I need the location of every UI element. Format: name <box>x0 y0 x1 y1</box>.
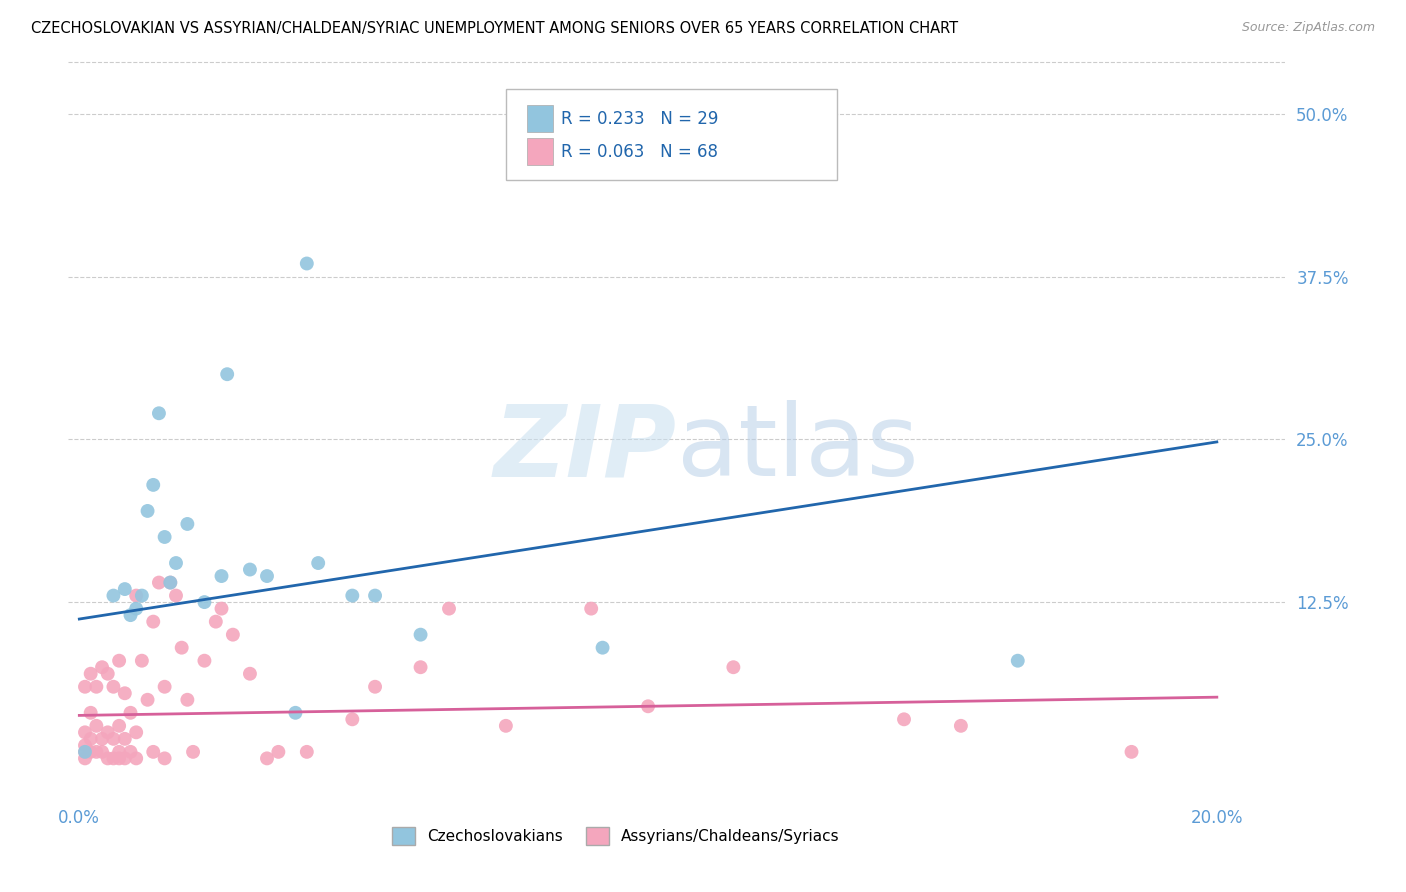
Point <box>409 628 432 642</box>
Point <box>97 666 120 681</box>
Point <box>73 739 96 753</box>
Point <box>211 569 233 583</box>
Point <box>409 660 432 674</box>
Point <box>153 751 176 765</box>
Point <box>142 615 165 629</box>
Point <box>204 615 226 629</box>
Point <box>165 589 187 603</box>
Point <box>267 745 290 759</box>
Point <box>125 751 148 765</box>
Point <box>256 751 278 765</box>
Point <box>108 654 131 668</box>
Point <box>592 640 614 655</box>
Point <box>284 706 307 720</box>
Point <box>153 680 176 694</box>
Point <box>114 731 136 746</box>
Point <box>131 654 153 668</box>
Point <box>153 530 176 544</box>
Point <box>120 608 142 623</box>
Point <box>86 745 108 759</box>
Point <box>193 654 215 668</box>
Point <box>73 680 96 694</box>
Text: R = 0.233   N = 29: R = 0.233 N = 29 <box>561 110 718 128</box>
Point <box>86 680 108 694</box>
Point <box>79 745 101 759</box>
Text: Source: ZipAtlas.com: Source: ZipAtlas.com <box>1241 21 1375 34</box>
Point <box>176 693 198 707</box>
Point <box>114 751 136 765</box>
Point <box>181 745 204 759</box>
Point <box>91 660 114 674</box>
Point <box>73 745 96 759</box>
Point <box>148 406 170 420</box>
Point <box>97 725 120 739</box>
Point <box>1121 745 1143 759</box>
Point <box>136 693 159 707</box>
Point <box>114 582 136 596</box>
Point <box>723 660 745 674</box>
Point <box>239 666 262 681</box>
Point <box>79 731 101 746</box>
Point <box>159 575 181 590</box>
Point <box>79 706 101 720</box>
Point <box>437 601 460 615</box>
Point <box>103 751 125 765</box>
Point <box>108 745 131 759</box>
Text: CZECHOSLOVAKIAN VS ASSYRIAN/CHALDEAN/SYRIAC UNEMPLOYMENT AMONG SENIORS OVER 65 Y: CZECHOSLOVAKIAN VS ASSYRIAN/CHALDEAN/SYR… <box>31 21 957 36</box>
Point <box>295 256 318 270</box>
Point <box>256 569 278 583</box>
Point <box>103 731 125 746</box>
Point <box>103 589 125 603</box>
Point <box>579 601 602 615</box>
Point <box>176 516 198 531</box>
Text: ZIP: ZIP <box>494 401 676 497</box>
Point <box>364 589 387 603</box>
Point <box>342 712 364 726</box>
Point <box>159 575 181 590</box>
Point <box>108 751 131 765</box>
Point <box>342 589 364 603</box>
Point <box>79 666 101 681</box>
Point <box>125 725 148 739</box>
Point <box>217 368 239 382</box>
Point <box>1007 654 1029 668</box>
Text: R = 0.063   N = 68: R = 0.063 N = 68 <box>561 143 718 161</box>
Point <box>114 686 136 700</box>
Point <box>364 680 387 694</box>
Point <box>120 706 142 720</box>
Point <box>91 745 114 759</box>
Point <box>108 719 131 733</box>
Point <box>949 719 972 733</box>
Point <box>131 589 153 603</box>
Point <box>495 719 517 733</box>
Point <box>73 745 96 759</box>
Point <box>211 601 233 615</box>
Point <box>170 640 193 655</box>
Point <box>142 478 165 492</box>
Point <box>103 680 125 694</box>
Point <box>91 731 114 746</box>
Point <box>73 751 96 765</box>
Point <box>142 745 165 759</box>
Point <box>307 556 329 570</box>
Point <box>136 504 159 518</box>
Point <box>148 575 170 590</box>
Point <box>97 751 120 765</box>
Legend: Czechoslovakians, Assyrians/Chaldeans/Syriacs: Czechoslovakians, Assyrians/Chaldeans/Sy… <box>392 827 839 846</box>
Text: atlas: atlas <box>676 401 918 497</box>
Point <box>125 601 148 615</box>
Point <box>125 589 148 603</box>
Point <box>637 699 659 714</box>
Point <box>193 595 215 609</box>
Point <box>86 719 108 733</box>
Point <box>165 556 187 570</box>
Point <box>120 745 142 759</box>
Point <box>893 712 915 726</box>
Point <box>295 745 318 759</box>
Point <box>73 725 96 739</box>
Point <box>222 628 245 642</box>
Point <box>239 563 262 577</box>
